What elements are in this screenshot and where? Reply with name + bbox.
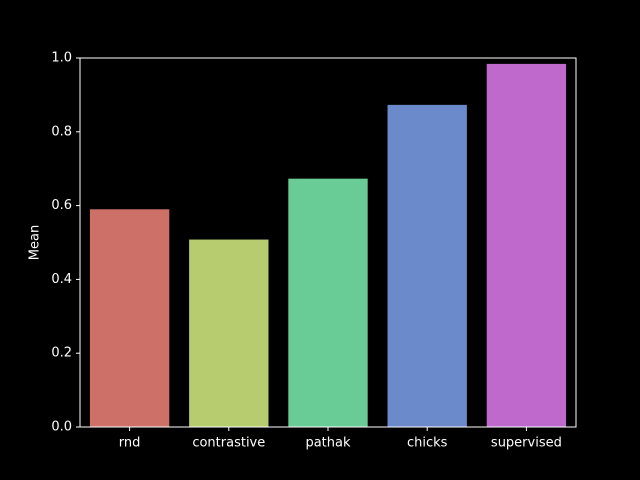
- x-tick-label-chicks: chicks: [407, 436, 448, 451]
- bar-chicks: [387, 104, 467, 427]
- y-axis-title: Mean: [28, 225, 43, 260]
- y-tick-label: 0.4: [51, 272, 72, 287]
- y-tick-label: 0.6: [51, 198, 72, 213]
- x-tick-label-contrastive: contrastive: [192, 436, 265, 451]
- x-tick-label-pathak: pathak: [305, 436, 351, 451]
- x-tick-label-supervised: supervised: [491, 436, 562, 451]
- x-tick-label-rnd: rnd: [119, 436, 141, 451]
- y-tick-label: 0.0: [51, 420, 72, 435]
- bar-pathak: [288, 178, 368, 427]
- x-axis: rnd contrastive pathak chicks supervised: [119, 427, 562, 451]
- bar-contrastive: [189, 239, 269, 427]
- bar-supervised: [486, 63, 567, 428]
- y-tick-label: 0.2: [51, 346, 72, 361]
- bars-group: [89, 63, 567, 428]
- plot-frame: [79, 57, 577, 428]
- y-tick-label: 0.8: [51, 124, 72, 139]
- y-axis: 0.0 0.2 0.4 0.6 0.8 1.0: [51, 51, 80, 435]
- bar-rnd: [89, 209, 170, 427]
- y-tick-label: 1.0: [51, 51, 72, 66]
